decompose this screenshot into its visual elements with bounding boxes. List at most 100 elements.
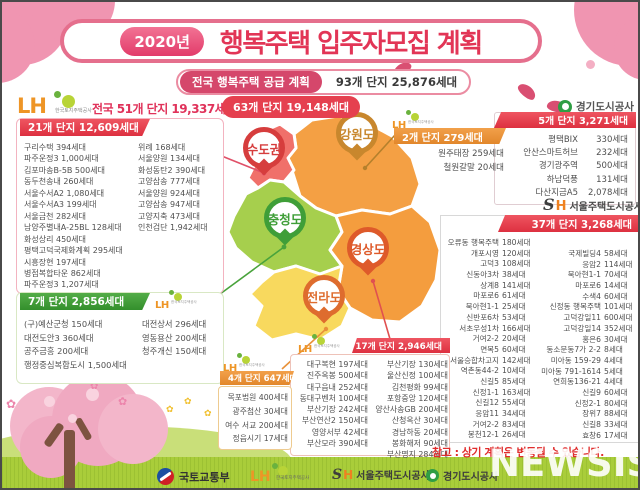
flower-decoration: ✿ bbox=[204, 409, 212, 419]
page-title: 행복주택 입주자모집 계획 bbox=[219, 28, 483, 59]
lh-logo-dot bbox=[312, 334, 317, 339]
list-item: 대구복현 197세대 bbox=[306, 360, 368, 369]
unit-count: 141세대 bbox=[502, 280, 531, 290]
list-item: 서울양원 134세대 bbox=[138, 154, 200, 164]
list-item: 진주옥봉 500세대 bbox=[306, 371, 368, 381]
molit-label: 국토교통부 bbox=[179, 470, 230, 484]
sh-logo-s: S bbox=[332, 467, 343, 483]
unit-count: 180세대 bbox=[502, 238, 531, 247]
complex-name: 마포로6 bbox=[575, 281, 601, 291]
unit-count: 4세대 bbox=[604, 355, 623, 365]
lh-logo-text: 한국토지주택공사 bbox=[239, 363, 265, 367]
unit-count: 58세대 bbox=[604, 249, 628, 258]
lh-logo-letters: LH bbox=[17, 94, 47, 118]
lh-logo-letters: LH bbox=[298, 344, 312, 355]
disclaimer-note: 참고 : 상기 계획은 변동될 수 있습니다. bbox=[432, 446, 604, 459]
unit-count: 114세대 bbox=[604, 259, 633, 269]
lh-logo-small: LH 한국토지주택공사 bbox=[155, 290, 215, 311]
complex-name: 미아동 159-29 bbox=[550, 355, 601, 365]
lh-logo-letters: LH bbox=[155, 300, 169, 311]
complex-name: 연희동136-21 bbox=[553, 377, 601, 387]
unit-count: 120세대 bbox=[502, 248, 531, 258]
list-item: 영양서부 42세대 bbox=[311, 427, 368, 437]
complex-name: 고덕강일14 bbox=[563, 323, 601, 333]
unit-count: 34세대 bbox=[502, 409, 526, 418]
list-item: 서울수서A3 199세대 bbox=[24, 200, 97, 210]
unit-count: 352세대 bbox=[604, 323, 633, 333]
complex-name: 수색4 bbox=[582, 291, 601, 301]
unit-count: 26세대 bbox=[502, 430, 526, 440]
list-item: 양산사송GB 200세대 bbox=[375, 405, 448, 415]
lh-total-text: 전국 51개 단지 19,337세대 bbox=[92, 102, 236, 116]
grass-band bbox=[2, 457, 638, 488]
unit-count: 2,078세대 bbox=[588, 187, 628, 198]
complex-name: 고덕3 bbox=[480, 259, 499, 269]
list-item: 남양주별내A-25BL 128세대 bbox=[24, 223, 122, 233]
sh-corp-label: 서울주택도시공사 bbox=[569, 202, 640, 213]
sh-logo-h: H bbox=[555, 199, 567, 214]
complex-name: 북아현1-1 bbox=[567, 270, 601, 280]
tree-foliage-highlight bbox=[86, 388, 99, 401]
lh-logo-dot bbox=[406, 110, 411, 115]
list-item: 부산명지 284세대 bbox=[386, 450, 448, 460]
flower-decoration: ✿ bbox=[166, 405, 174, 415]
complex-name: 서울승합차고지 bbox=[450, 355, 499, 365]
tree-trunk bbox=[64, 430, 75, 488]
list-item: 행정중심복합도시 1,500세대 bbox=[24, 359, 127, 370]
gyeongsang-list-col1: 대구복현 197세대 진주옥봉 500세대 대구읍내 252세대 동대구벤처 100세… bbox=[294, 359, 368, 449]
list-item: 영동용산 200세대 bbox=[142, 332, 207, 343]
list-item: 평택고덕국제화계획 295세대 bbox=[24, 246, 123, 256]
map-pin-gyeongsang: 경상도 bbox=[347, 227, 389, 269]
sudogwon-badge: 21개 단지 12,609세대 bbox=[20, 119, 150, 136]
list-item: 울산신정 100세대 bbox=[386, 371, 448, 381]
list-item: 인천검단 1,942세대 bbox=[138, 223, 208, 233]
complex-name: 상계8 bbox=[480, 280, 499, 290]
gangwon-badge: 2개 단지 279세대 bbox=[394, 128, 506, 144]
complex-name: 마포로6 bbox=[473, 291, 499, 301]
unit-count: 10세대 bbox=[502, 366, 526, 376]
complex-name: 효창6 bbox=[582, 430, 601, 440]
list-item: 화성동탄2 390세대 bbox=[138, 165, 206, 175]
gyeonggi-footer-logo: 경기도시공사 bbox=[426, 468, 498, 483]
unit-count: 88세대 bbox=[604, 409, 628, 419]
lh-logo-dot bbox=[169, 290, 174, 295]
unit-count: 80세대 bbox=[604, 398, 628, 408]
year-badge: 2020년 bbox=[120, 26, 204, 56]
unit-count: 8세대 bbox=[604, 345, 623, 355]
list-item: 봉화해저 90세대 bbox=[391, 439, 448, 449]
list-item: 부산기장 242세대 bbox=[306, 405, 368, 415]
lh-footer-logo: LH 한국토지주택공사 bbox=[250, 463, 330, 488]
unit-count: 33세대 bbox=[604, 420, 628, 429]
list-item: 화성상리 450세대 bbox=[24, 234, 86, 244]
list-item: 구리수택 394세대 bbox=[24, 143, 86, 152]
complex-name: 면목5 bbox=[480, 344, 499, 354]
complex-name: 동소문동7가 2-2 bbox=[546, 345, 601, 355]
pink-dot-decoration bbox=[586, 60, 595, 69]
unit-count: 83세대 bbox=[502, 419, 526, 429]
list-item: 부산모라 390세대 bbox=[306, 439, 368, 449]
lh-logo-dot bbox=[62, 95, 75, 108]
complex-name: 응암2 bbox=[582, 259, 601, 269]
unit-count: 108세대 bbox=[502, 259, 531, 269]
complex-name: 거여2-2 bbox=[472, 419, 499, 429]
lh-logo-dot bbox=[174, 293, 182, 301]
list-item: 대전도안3 360세대 bbox=[24, 332, 94, 343]
list-item: 시흥장현 197세대 bbox=[24, 257, 86, 267]
title-banner: 2020년 행복주택 입주자모집 계획 bbox=[60, 19, 542, 63]
unit-count: 55세대 bbox=[502, 398, 526, 408]
tree-foliage-highlight bbox=[68, 414, 77, 423]
petal-decoration bbox=[515, 80, 539, 103]
sh-list-col1: 오류동 행복주택 180세대 개포시영 120세대 고덕3 108세대 신동아3… bbox=[444, 238, 538, 441]
lh-logo-dot bbox=[237, 353, 242, 358]
lh-logo-small: LH 한국토지주택공사 bbox=[392, 110, 452, 131]
list-item: 고양지축 473세대 bbox=[138, 211, 200, 221]
sh-logo-s: S bbox=[543, 195, 555, 214]
lh-logo-dot bbox=[242, 356, 250, 364]
lh-map-badge: 63개 단지 19,148세대 bbox=[222, 96, 361, 118]
list-item: (구)예산군청 150세대 bbox=[24, 319, 103, 329]
unit-count: 60세대 bbox=[604, 291, 628, 301]
gyeonggi-emblem-icon bbox=[558, 99, 572, 114]
list-item: 철원갈말 20세대 bbox=[443, 162, 504, 173]
lh-logo-text: 한국토지주택공사 bbox=[276, 476, 310, 481]
unit-count: 142세대 bbox=[502, 355, 531, 365]
